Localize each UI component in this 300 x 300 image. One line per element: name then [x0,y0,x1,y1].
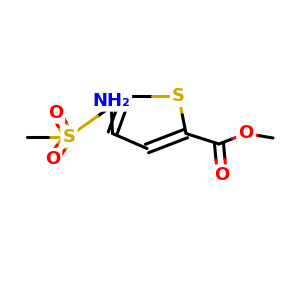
Text: O: O [214,167,230,184]
Text: O: O [238,124,253,142]
Text: S: S [172,87,185,105]
Text: NH₂: NH₂ [92,92,130,110]
Text: O: O [48,103,63,122]
Text: O: O [45,150,60,168]
Text: S: S [62,128,76,146]
